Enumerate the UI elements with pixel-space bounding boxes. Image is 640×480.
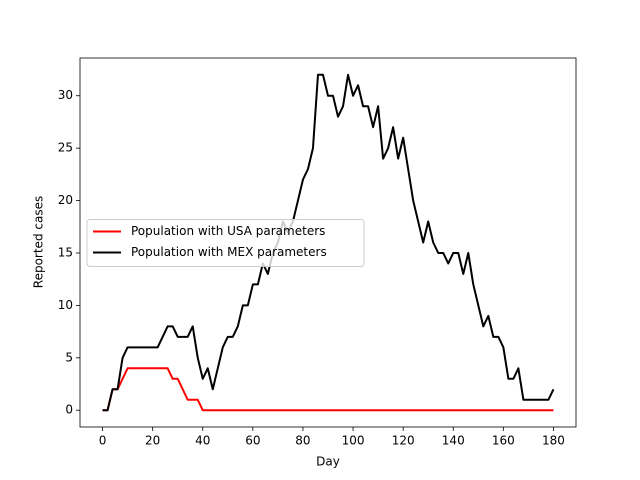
x-tick-label: 40 <box>195 434 210 448</box>
x-tick-label: 180 <box>542 434 565 448</box>
x-tick-label: 60 <box>245 434 260 448</box>
data-line <box>102 367 554 412</box>
y-axis-label: Reported cases <box>32 196 46 288</box>
x-tick-label: 80 <box>295 434 310 448</box>
x-axis-label: Day <box>316 455 340 469</box>
x-tick-label: 160 <box>492 434 515 448</box>
x-tick-label: 0 <box>99 434 107 448</box>
legend-label: Population with MEX parameters <box>131 245 327 259</box>
legend-frame <box>86 219 365 267</box>
y-tick-label: 15 <box>58 245 73 259</box>
y-tick-label: 0 <box>65 403 73 417</box>
x-tick-label: 20 <box>145 434 160 448</box>
y-tick-label: 5 <box>65 350 73 364</box>
y-tick-label: 25 <box>58 141 73 155</box>
legend: Population with USA parameters Population… <box>86 219 365 267</box>
y-tick-label: 10 <box>58 298 73 312</box>
y-tick-label: 20 <box>58 193 73 207</box>
x-tick-label: 140 <box>442 434 465 448</box>
data-line <box>102 73 555 412</box>
legend-label: Population with USA parameters <box>131 224 325 238</box>
y-tick-label: 30 <box>58 88 73 102</box>
x-tick-label: 100 <box>342 434 365 448</box>
plot-frame <box>79 57 577 428</box>
x-tick-label: 120 <box>392 434 415 448</box>
